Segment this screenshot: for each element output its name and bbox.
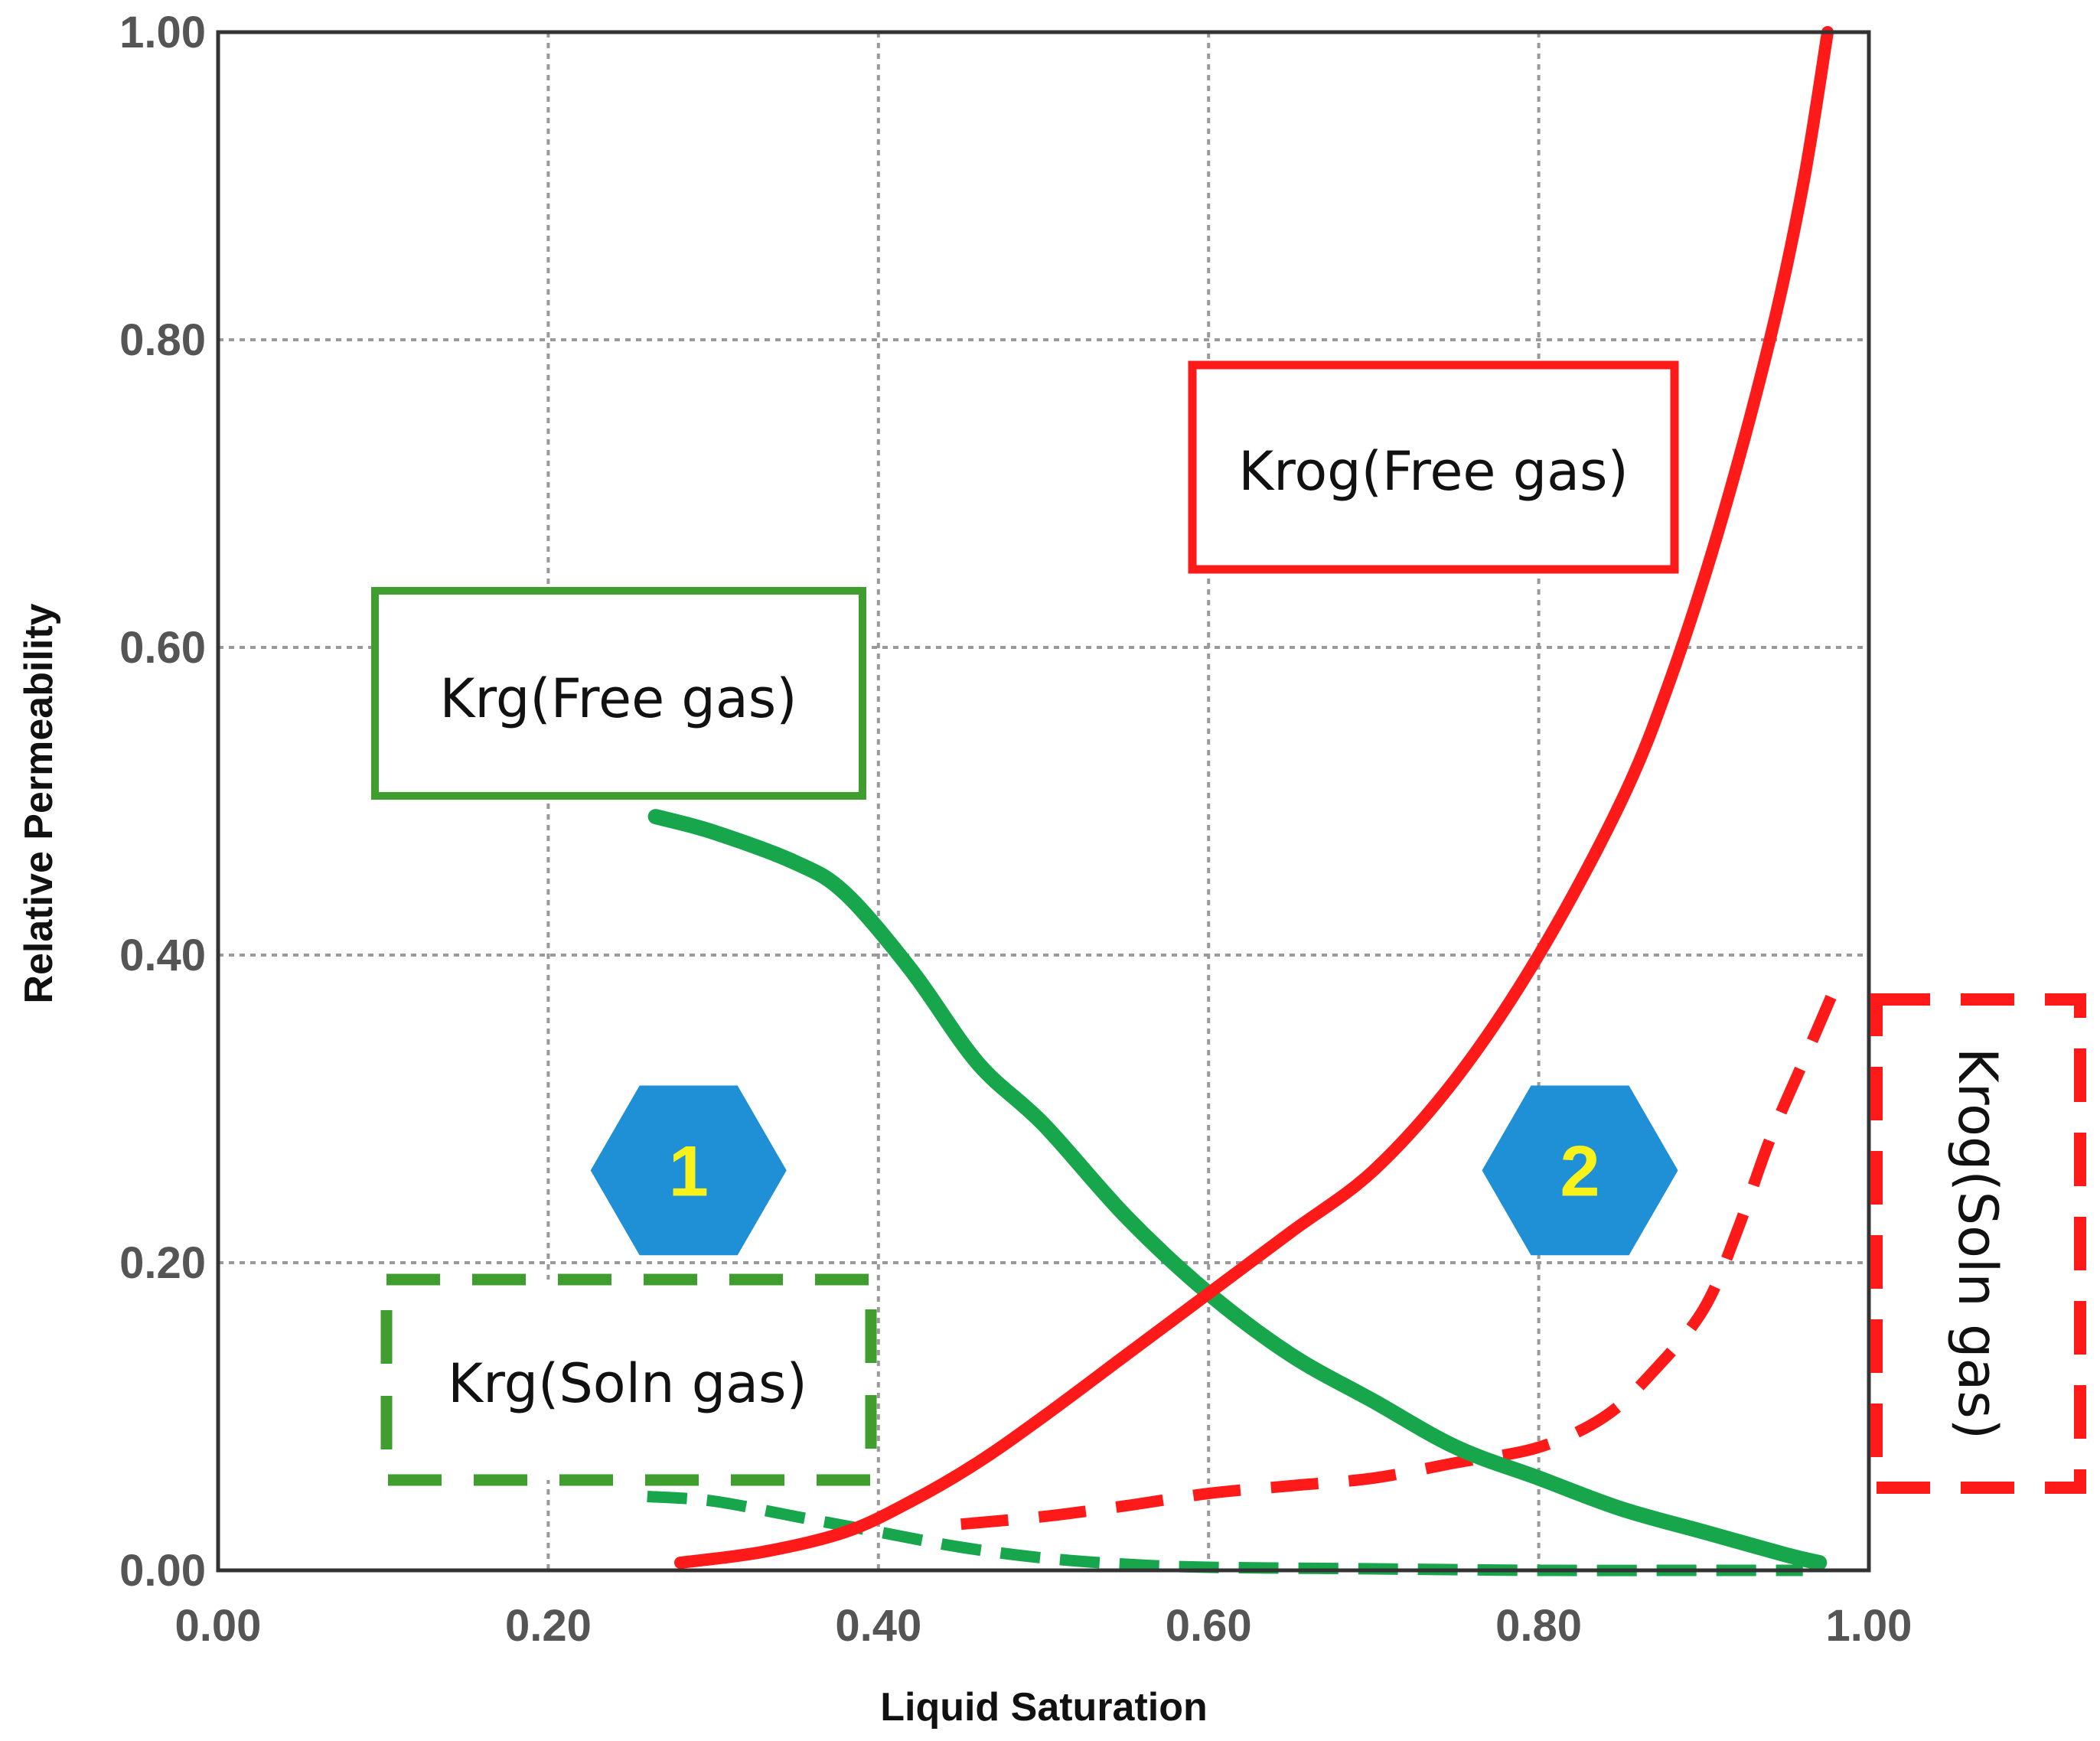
y-tick-label: 0.00 bbox=[119, 1546, 206, 1596]
series-line-krog-free-gas bbox=[674, 26, 1834, 1569]
x-tick-labels: 0.00 0.20 0.40 0.60 0.80 1.00 bbox=[175, 1601, 1912, 1651]
annotation-label: Krog(Soln gas) bbox=[1946, 1048, 2009, 1439]
x-tick-label: 0.80 bbox=[1495, 1601, 1582, 1651]
annotation-label: Krg(Free gas) bbox=[439, 667, 797, 730]
hexagon-marker-2: 2 bbox=[1482, 1085, 1678, 1256]
x-tick-label: 0.20 bbox=[505, 1601, 592, 1651]
annotation-box bbox=[1870, 993, 2086, 1494]
x-tick-label: 0.00 bbox=[175, 1601, 262, 1651]
hexagon-shape bbox=[590, 1085, 787, 1256]
x-tick-label: 1.00 bbox=[1826, 1601, 1912, 1651]
y-tick-label: 0.40 bbox=[119, 931, 206, 980]
annotation-krg-soln-gas: Krg(Soln gas) bbox=[380, 1273, 877, 1486]
hexagon-number: 2 bbox=[1560, 1130, 1599, 1211]
annotation-box bbox=[371, 587, 866, 800]
annotation-label: Krog(Free gas) bbox=[1238, 440, 1629, 503]
y-tick-label: 0.20 bbox=[119, 1238, 206, 1288]
x-tick-label: 0.60 bbox=[1166, 1601, 1252, 1651]
annotation-krog-soln-gas: Krog(Soln gas) bbox=[1870, 993, 2086, 1494]
x-tick-label: 0.40 bbox=[835, 1601, 921, 1651]
hexagon-shape bbox=[1482, 1085, 1678, 1256]
series-line-krg-soln-gas bbox=[647, 1491, 1803, 1576]
y-tick-label: 1.00 bbox=[119, 8, 206, 57]
y-axis-title: Relative Permeability bbox=[17, 603, 61, 1003]
series-lines bbox=[647, 26, 1841, 1576]
y-tick-label: 0.80 bbox=[119, 315, 206, 365]
x-axis-title: Liquid Saturation bbox=[880, 1685, 1208, 1730]
series-line-krog-soln-gas bbox=[960, 983, 1841, 1531]
y-tick-label: 0.60 bbox=[119, 623, 206, 673]
hexagon-number: 1 bbox=[669, 1130, 709, 1211]
y-tick-labels: 0.00 0.20 0.40 0.60 0.80 1.00 bbox=[119, 8, 206, 1596]
annotation-box bbox=[1188, 360, 1679, 574]
annotation-label: Krg(Soln gas) bbox=[448, 1352, 807, 1415]
plot-frame bbox=[216, 30, 1871, 1573]
annotation-krog-free-gas: Krog(Free gas) bbox=[1188, 360, 1679, 574]
annotation-krg-free-gas: Krg(Free gas) bbox=[371, 587, 866, 800]
grid bbox=[218, 32, 1869, 1570]
hexagon-marker-1: 1 bbox=[590, 1085, 787, 1256]
annotation-box bbox=[380, 1273, 877, 1486]
